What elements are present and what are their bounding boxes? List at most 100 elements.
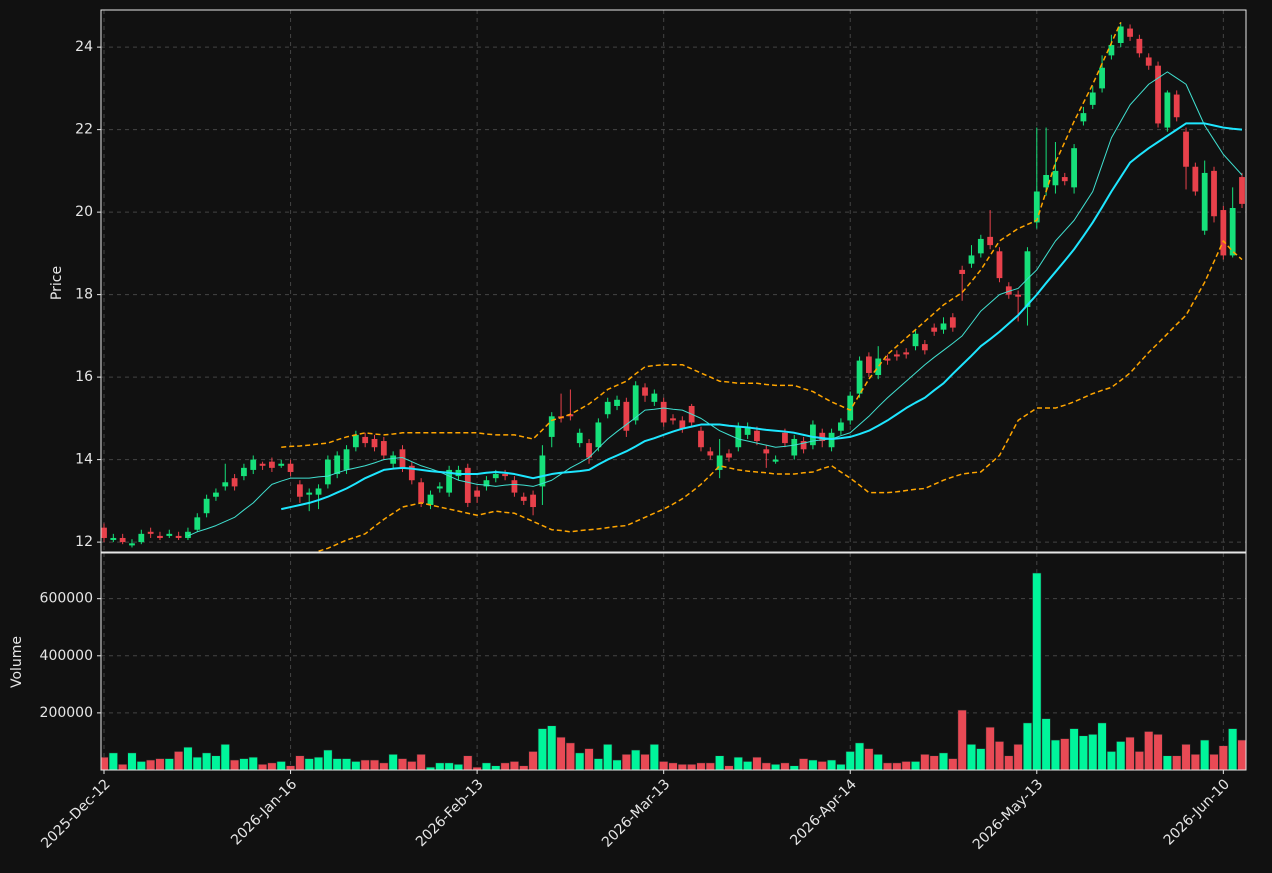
candle-body	[1061, 177, 1068, 182]
volume-bar	[491, 765, 501, 770]
volume-bar	[612, 759, 622, 770]
price-frame	[100, 9, 1247, 553]
volume-bar	[873, 753, 883, 770]
volume-bar	[854, 742, 865, 770]
candle-body	[586, 443, 592, 458]
volume-bar	[1032, 572, 1042, 770]
volume-bar	[1153, 734, 1163, 770]
candle-body	[194, 517, 201, 530]
candle-body	[520, 496, 527, 501]
volume-bar	[826, 759, 837, 770]
candle-body	[1136, 38, 1143, 54]
volume-bar	[556, 736, 566, 770]
candle-body	[175, 535, 182, 538]
candle-body	[642, 387, 648, 396]
candle-body	[754, 430, 760, 442]
volume-bar	[901, 761, 911, 770]
volume-bar	[416, 753, 426, 770]
volume-bar	[323, 749, 333, 770]
volume-bar	[285, 765, 296, 770]
candle-body	[1015, 294, 1022, 297]
volume-marks	[101, 572, 1246, 770]
candle-body	[166, 533, 173, 536]
candle-body	[343, 449, 350, 470]
volume-bar	[882, 762, 893, 770]
candle-body	[352, 434, 359, 448]
volume-bar	[1134, 751, 1144, 770]
candle-body	[707, 451, 714, 456]
candle-body	[782, 432, 788, 444]
volume-bar	[229, 759, 240, 770]
volume-bar	[257, 763, 268, 770]
price-grid	[101, 10, 1246, 552]
candle-body	[959, 269, 966, 274]
volume-bar	[761, 762, 771, 770]
candle-body	[828, 432, 835, 448]
volume-bar	[705, 762, 715, 770]
volume-bar	[108, 752, 118, 770]
volume-bar	[1237, 739, 1246, 770]
volume-bar	[780, 762, 790, 770]
volume-bar	[239, 758, 249, 770]
volume-bar	[519, 765, 529, 770]
y-tick-label: 18	[75, 287, 93, 303]
volume-bar	[1088, 734, 1098, 770]
volume-bar	[1106, 751, 1117, 770]
candle-body	[595, 422, 602, 448]
volume-bar	[798, 758, 809, 770]
candle-body	[315, 488, 322, 495]
candle-body	[203, 498, 210, 514]
candle-body	[1043, 174, 1050, 188]
candle-body	[921, 344, 928, 351]
candle-body	[1033, 191, 1040, 223]
volume-bar	[267, 762, 277, 770]
volume-bar	[1125, 736, 1135, 770]
volume-bar	[593, 758, 603, 770]
volume-bar	[341, 758, 352, 770]
volume-bar	[248, 756, 258, 770]
volume-bar	[164, 758, 174, 770]
price-marks	[101, 22, 1245, 552]
volume-bar	[547, 725, 557, 770]
candle-body	[903, 352, 910, 355]
volume-bar	[444, 762, 454, 770]
volume-bar	[1050, 739, 1061, 770]
volume-bar	[369, 759, 380, 770]
candle-body	[269, 461, 275, 468]
candle-body	[278, 463, 285, 466]
volume-bar	[640, 753, 650, 770]
volume-bar	[1162, 755, 1172, 770]
candle-body	[530, 494, 536, 508]
volume-bar	[659, 761, 669, 770]
volume-bar	[1022, 722, 1033, 770]
volume-bar	[351, 761, 361, 770]
volume-tick-label: 200000	[40, 705, 93, 721]
candle-body	[977, 238, 984, 254]
volume-bar	[733, 756, 743, 770]
volume-bar	[1190, 753, 1200, 770]
candle-body	[1052, 170, 1059, 186]
candle-body	[110, 537, 117, 541]
candle-body	[679, 420, 686, 429]
candle-body	[576, 432, 583, 444]
volume-bar	[174, 751, 184, 770]
volume-bar	[192, 756, 202, 770]
candle-body	[1239, 177, 1245, 204]
candle-body	[548, 416, 555, 437]
candle-body	[296, 484, 303, 497]
candle-body	[1005, 286, 1012, 295]
candle-body	[511, 480, 518, 493]
volume-bar	[435, 762, 445, 770]
candle-body	[250, 459, 257, 470]
candle-body	[1155, 65, 1161, 124]
volume-bar	[220, 744, 230, 770]
candle-body	[1071, 148, 1077, 188]
volume-bar	[1144, 731, 1154, 770]
volume-bar	[379, 762, 389, 770]
candle-body	[408, 465, 415, 481]
volume-bar	[1060, 738, 1070, 770]
candle-body	[968, 255, 975, 264]
candle-body	[744, 426, 751, 435]
candle-body	[324, 459, 331, 485]
candle-body	[1145, 57, 1152, 66]
